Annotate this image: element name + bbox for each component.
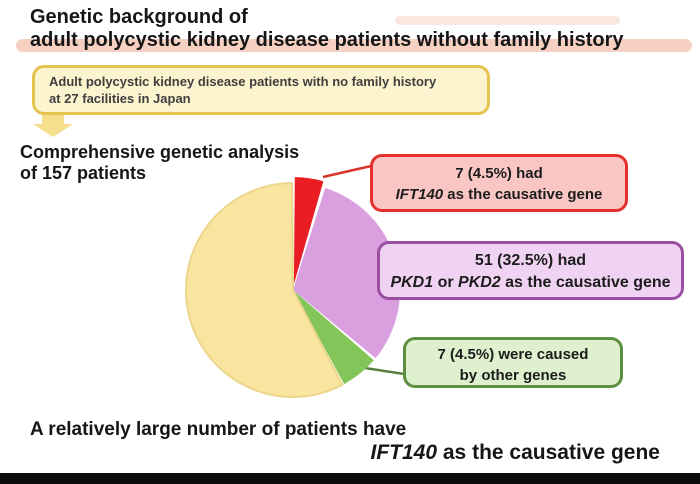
callout-ift140-line1: 7 (4.5%) had [455, 165, 543, 182]
page-title-line1: Genetic background of [30, 6, 248, 28]
pie-slice-ift140 [293, 177, 324, 285]
callout-ift140-line2: IFT140 as the causative gene [373, 184, 625, 205]
analysis-caption-line1: Comprehensive genetic analysis [20, 142, 300, 162]
gene-ift140: IFT140 [395, 186, 444, 203]
callout-pkd-line2-rest: as the causative gene [500, 274, 671, 291]
pie-slice-other-genes [293, 290, 374, 384]
gene-pkd1: PKD1 [390, 274, 434, 291]
analysis-caption-line2: of 157 patients [20, 163, 147, 183]
callout-other-genes: 7 (4.5%) were caused by other genes [403, 337, 623, 388]
callout-pkd-line2: PKD1 or PKD2 as the causative gene [380, 272, 681, 294]
conclusion-gene-ift140: IFT140 [370, 441, 438, 464]
page-title-line2: adult polycystic kidney disease patients… [30, 29, 624, 51]
pie-slice-remaining-unlabeled [185, 181, 344, 398]
analysis-caption: Comprehensive genetic analysis of 157 pa… [20, 142, 299, 184]
callout-pkd-line1: 51 (32.5%) had [474, 252, 587, 269]
gene-pkd2: PKD2 [458, 274, 501, 291]
cohort-source-line1: Adult polycystic kidney disease patients… [49, 74, 437, 89]
bottom-black-bar [0, 473, 700, 484]
callout-other-line2: by other genes [459, 367, 567, 384]
title-highlight-band [16, 39, 692, 52]
conclusion-line2-rest: as the causative gene [437, 441, 660, 464]
callout-ift140: 7 (4.5%) had IFT140 as the causative gen… [370, 154, 628, 212]
pie-slice-pkd1-pkd2 [293, 188, 401, 359]
pie-chart [185, 177, 401, 398]
connector-ift140 [322, 164, 372, 179]
callout-ift140-line2-rest: as the causative gene [443, 186, 603, 203]
conclusion-line2: IFT140 as the causative gene [371, 441, 660, 465]
callout-other-line1: 7 (4.5%) were caused [437, 346, 589, 363]
conclusion-line1: A relatively large number of patients ha… [30, 419, 407, 440]
callout-pkd-or: or [433, 274, 459, 291]
page-title: Genetic background of adult polycystic k… [30, 6, 624, 52]
callout-pkd: 51 (32.5%) had PKD1 or PKD2 as the causa… [377, 241, 684, 300]
title-highlight-smear [395, 16, 620, 25]
cohort-source-line2: at 27 facilities in Japan [49, 91, 191, 106]
cohort-source-box: Adult polycystic kidney disease patients… [32, 65, 490, 115]
flow-down-arrow-icon [33, 113, 73, 137]
